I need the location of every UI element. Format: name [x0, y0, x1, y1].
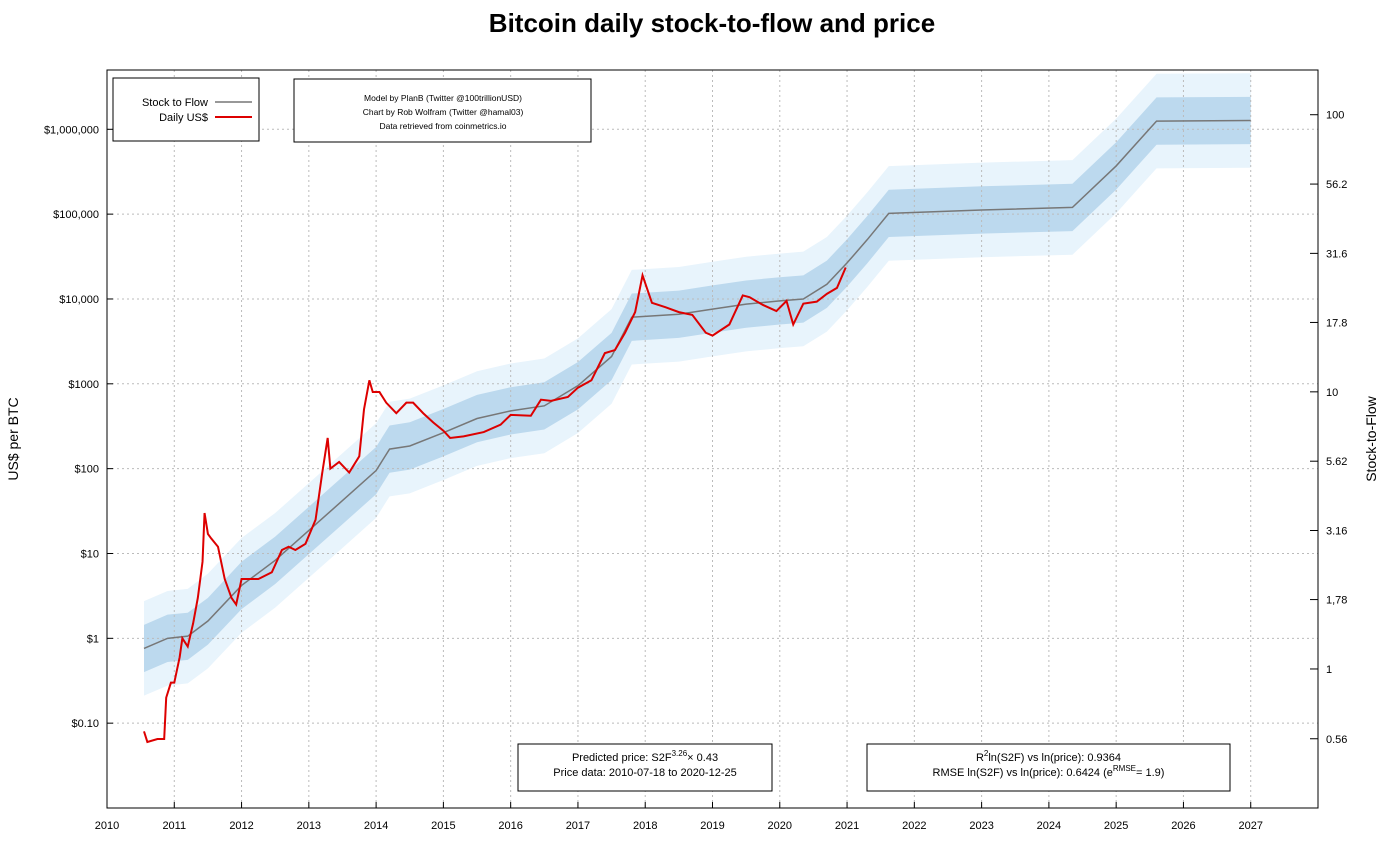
series-line: [143, 267, 847, 744]
x-tick-label: 2021: [835, 820, 859, 832]
legend-box: [112, 77, 260, 142]
annotation-text: = 1.9): [1136, 767, 1164, 779]
y2-tick-label: 31.6: [1326, 248, 1347, 260]
credits-box: [293, 78, 592, 143]
y-tick-label: $1: [87, 633, 99, 645]
y2-axis-label: Stock-to-Flow: [1363, 395, 1379, 481]
superscript: 2: [984, 749, 989, 758]
x-tick-label: 2019: [700, 820, 724, 832]
y-tick-label: $10: [81, 548, 99, 560]
y-tick-label: $0.10: [71, 718, 99, 730]
x-tick-label: 2026: [1171, 820, 1195, 832]
credit-line: Data retrieved from coinmetrics.io: [379, 121, 506, 131]
x-tick-label: 2015: [431, 820, 455, 832]
y2-tick-label: 0.56: [1326, 734, 1347, 746]
annotation-line: Price data: 2010-07-18 to 2020-12-25: [553, 767, 736, 779]
y-tick-label: $1,000,000: [44, 124, 99, 136]
series-line: [143, 119, 1251, 650]
y-tick-label: $10,000: [59, 294, 99, 306]
x-tick-label: 2016: [498, 820, 522, 832]
y2-tick-label: 17.8: [1326, 317, 1347, 329]
annotation-text: × 0.43: [687, 752, 718, 764]
annotation-line: R2ln(S2F) vs ln(price): 0.9364: [976, 749, 1121, 764]
y-axis-label: US$ per BTC: [5, 397, 21, 480]
annotation-box: [866, 743, 1231, 792]
annotation-line: Predicted price: S2F3.26× 0.43: [572, 749, 718, 764]
y2-tick-label: 56.2: [1326, 179, 1347, 191]
legend-label: Stock to Flow: [142, 97, 208, 109]
y2-tick-label: 1,78: [1326, 595, 1347, 607]
superscript: RMSE: [1113, 764, 1136, 773]
y-tick-label: $1000: [68, 379, 99, 391]
annotation-text: ln(S2F) vs ln(price): 0.9364: [988, 752, 1121, 764]
y2-tick-label: 3.16: [1326, 525, 1347, 537]
x-tick-label: 2013: [297, 820, 321, 832]
y2-tick-label: 1: [1326, 664, 1332, 676]
y2-tick-label: 10: [1326, 387, 1338, 399]
x-tick-label: 2018: [633, 820, 657, 832]
x-tick-label: 2020: [768, 820, 792, 832]
credit-line: Chart by Rob Wolfram (Twitter @hamal03): [363, 107, 524, 117]
x-tick-label: 2025: [1104, 820, 1128, 832]
x-tick-label: 2010: [95, 820, 119, 832]
x-tick-label: 2014: [364, 820, 388, 832]
annotation-text: Price data: 2010-07-18 to 2020-12-25: [553, 767, 736, 779]
x-tick-label: 2023: [969, 820, 993, 832]
chart-title: Bitcoin daily stock-to-flow and price: [489, 8, 935, 38]
annotation-box: [517, 743, 773, 792]
annotation-text: R: [976, 752, 984, 764]
x-tick-label: 2011: [162, 820, 186, 832]
x-tick-label: 2027: [1238, 820, 1262, 832]
annotation-text: RMSE ln(S2F) vs ln(price): 0.6424 (e: [933, 767, 1113, 779]
x-tick-label: 2022: [902, 820, 926, 832]
y2-tick-label: 100: [1326, 110, 1344, 122]
y2-tick-label: 5.62: [1326, 456, 1347, 468]
x-tick-label: 2017: [566, 820, 590, 832]
x-tick-label: 2012: [229, 820, 253, 832]
annotation-line: RMSE ln(S2F) vs ln(price): 0.6424 (eRMSE…: [933, 764, 1165, 779]
plot-frame: [106, 69, 1319, 809]
annotation-text: Predicted price: S2F: [572, 752, 672, 764]
legend-label: Daily US$: [159, 112, 208, 124]
y-tick-label: $100: [75, 464, 99, 476]
superscript: 3.26: [672, 749, 688, 758]
band: [144, 96, 1251, 673]
x-tick-label: 2024: [1037, 820, 1061, 832]
credit-line: Model by PlanB (Twitter @100trillionUSD): [364, 93, 522, 103]
y-tick-label: $100,000: [53, 209, 99, 221]
